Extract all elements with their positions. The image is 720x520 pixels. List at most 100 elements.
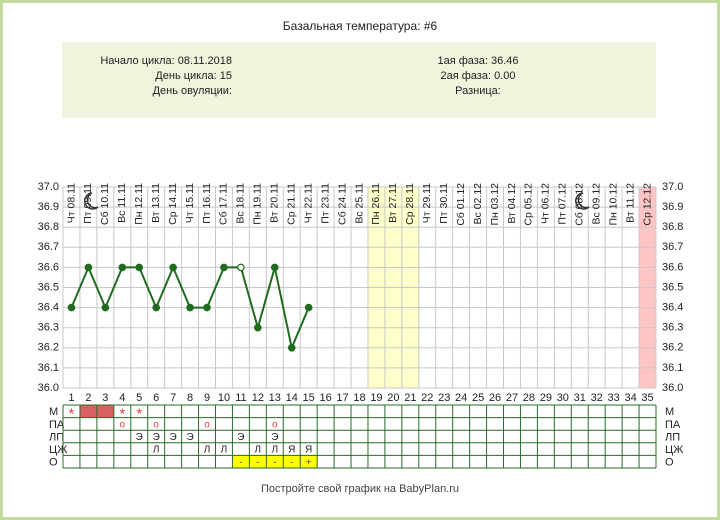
info-left: День цикла: 15 bbox=[155, 70, 232, 82]
date-label: Пн 12.11 bbox=[133, 183, 145, 225]
day-number: 31 bbox=[574, 392, 586, 404]
row-label-right: М bbox=[665, 406, 674, 418]
date-label: Чт 22.11 bbox=[302, 183, 314, 223]
date-label: Вс 09.12 bbox=[590, 183, 602, 225]
day-number: 4 bbox=[119, 392, 125, 404]
y-tick-label: 36.3 bbox=[38, 322, 59, 334]
date-label: Чт 29.11 bbox=[421, 183, 433, 223]
cell-text: - bbox=[273, 457, 276, 468]
row-label: ПА bbox=[49, 419, 65, 431]
cell-text: Я bbox=[305, 445, 312, 456]
cell-text: * bbox=[136, 405, 142, 422]
date-label: Вт 04.12 bbox=[506, 183, 518, 224]
temperature-point bbox=[67, 303, 76, 312]
cell-text: - bbox=[239, 457, 242, 468]
cell-fill bbox=[96, 405, 114, 418]
day-number: 14 bbox=[286, 392, 298, 404]
temperature-point bbox=[101, 303, 110, 312]
cell-text: * bbox=[119, 405, 125, 422]
cell-text: Э bbox=[237, 432, 244, 443]
day-number: 6 bbox=[153, 392, 159, 404]
day-number: 33 bbox=[608, 392, 620, 404]
y-tick-label-right: 36.2 bbox=[662, 342, 683, 354]
info-right: 1ая фаза: 36.46 bbox=[437, 55, 518, 67]
info-right: Разница: bbox=[455, 85, 501, 97]
y-tick-label: 36.8 bbox=[38, 221, 59, 233]
day-number: 23 bbox=[438, 392, 450, 404]
row-label: ЦЖ bbox=[49, 444, 67, 456]
cell-text: Э bbox=[136, 432, 143, 443]
y-tick-label: 36.6 bbox=[38, 261, 59, 273]
date-label: Вт 11.12 bbox=[624, 183, 636, 223]
date-label: Пн 10.12 bbox=[607, 183, 619, 226]
temperature-point bbox=[186, 303, 194, 312]
info-box bbox=[62, 42, 656, 118]
cell-text: о bbox=[272, 420, 278, 431]
y-tick-label-right: 36.9 bbox=[662, 201, 683, 213]
date-label: Пт 07.12 bbox=[557, 183, 569, 225]
day-number: 12 bbox=[252, 392, 264, 404]
day-number: 29 bbox=[540, 392, 552, 404]
date-label: Ср 12.12 bbox=[641, 183, 653, 226]
temperature-point bbox=[118, 263, 127, 272]
temperature-point bbox=[135, 263, 144, 272]
y-tick-label-right: 36.3 bbox=[662, 322, 683, 334]
date-label: Пн 19.11 bbox=[252, 183, 264, 225]
y-tick-label: 36.2 bbox=[38, 342, 59, 354]
date-label: Сб 24.11 bbox=[336, 183, 348, 225]
date-label: Ср 05.12 bbox=[523, 183, 535, 226]
temperature-point bbox=[152, 303, 160, 312]
date-label: Чт 08.11 bbox=[65, 183, 77, 223]
day-number: 27 bbox=[506, 392, 518, 404]
date-label: Вс 11.11 bbox=[116, 183, 128, 223]
day-number: 32 bbox=[591, 392, 603, 404]
date-label: Пт 16.11 bbox=[201, 183, 213, 224]
date-label: Пн 03.12 bbox=[489, 183, 501, 226]
y-tick-label-right: 36.7 bbox=[662, 241, 683, 253]
day-number: 10 bbox=[218, 392, 230, 404]
y-tick-label: 36.9 bbox=[38, 201, 59, 213]
footer: Постройте свой график на BabyPlan.ru bbox=[261, 483, 459, 495]
row-label: ЛП bbox=[49, 431, 64, 443]
cell-fill bbox=[249, 455, 267, 468]
date-label: Ср 21.11 bbox=[286, 183, 298, 225]
cell-fill bbox=[283, 455, 301, 468]
y-tick-label: 37.0 bbox=[38, 181, 59, 193]
y-tick-label-right: 37.0 bbox=[662, 181, 683, 193]
day-number: 9 bbox=[204, 392, 210, 404]
cell-text: Э bbox=[271, 432, 278, 443]
moon-icon bbox=[575, 192, 590, 210]
y-tick-label-right: 36.4 bbox=[662, 302, 683, 314]
temperature-point bbox=[84, 263, 93, 272]
row-label-right: ЦЖ bbox=[665, 444, 683, 456]
info-left: День овуляции: bbox=[153, 85, 232, 97]
cell-fill bbox=[79, 405, 97, 418]
day-number: 1 bbox=[68, 392, 74, 404]
cell-text: Э bbox=[153, 432, 160, 443]
date-label: Ср 14.11 bbox=[167, 183, 179, 225]
cell-text: - bbox=[290, 457, 293, 468]
day-number: 15 bbox=[303, 392, 315, 404]
day-number: 2 bbox=[85, 392, 91, 404]
date-label: Чт 15.11 bbox=[184, 183, 196, 223]
day-number: 7 bbox=[170, 392, 176, 404]
y-tick-label-right: 36.6 bbox=[662, 261, 683, 273]
cell-fill bbox=[266, 455, 284, 468]
date-label: Вс 25.11 bbox=[353, 183, 365, 224]
chart-title: Базальная температура: #6 bbox=[283, 19, 438, 33]
cell-text: Л bbox=[255, 445, 262, 456]
date-label: Вт 13.11 bbox=[150, 183, 162, 223]
day-number: 24 bbox=[455, 392, 467, 404]
day-number: 28 bbox=[523, 392, 535, 404]
row-label-right: ЛП bbox=[665, 431, 680, 443]
cell-text: о bbox=[204, 420, 210, 431]
cell-text: - bbox=[256, 457, 259, 468]
temperature-point bbox=[169, 263, 177, 272]
y-tick-label: 36.0 bbox=[38, 382, 59, 394]
day-number: 16 bbox=[319, 392, 331, 404]
y-tick-label: 36.1 bbox=[38, 362, 59, 374]
date-label: Вс 18.11 bbox=[235, 183, 247, 224]
cell-text: Л bbox=[272, 445, 279, 456]
day-number: 17 bbox=[336, 392, 348, 404]
cell-text: Л bbox=[153, 445, 160, 456]
